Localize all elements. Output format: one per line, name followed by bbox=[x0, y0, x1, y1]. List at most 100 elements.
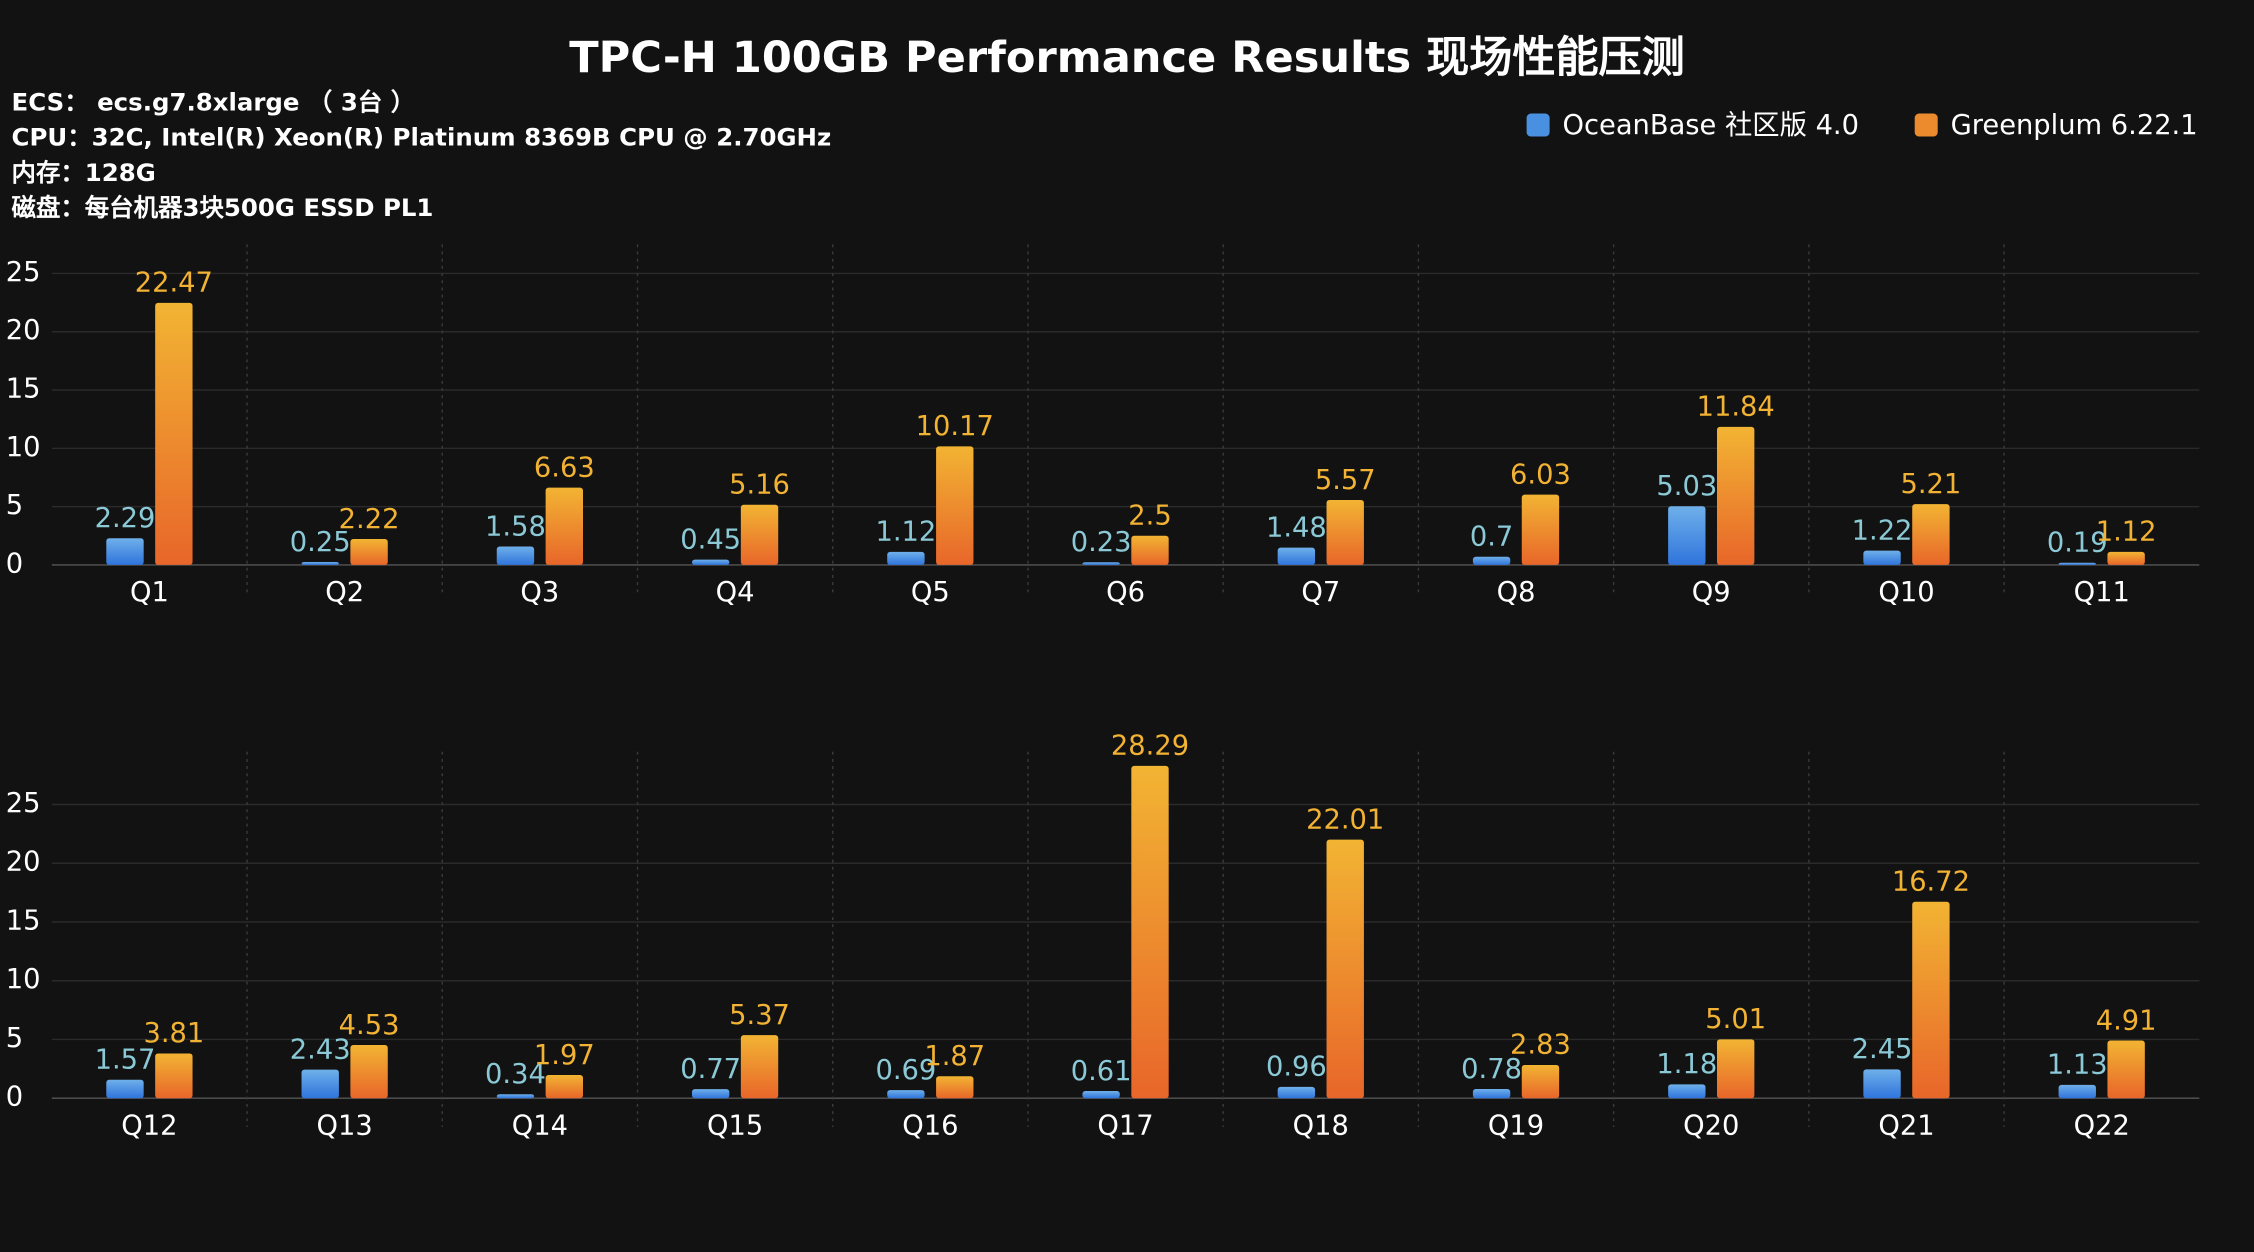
x-tick-label: Q2 bbox=[325, 577, 364, 608]
spec-note: 内存：128G bbox=[12, 158, 156, 187]
y-tick-label: 25 bbox=[6, 788, 41, 819]
value-label: 0.77 bbox=[680, 1054, 741, 1085]
x-tick-label: Q22 bbox=[2074, 1110, 2130, 1141]
bar bbox=[106, 1079, 144, 1099]
x-tick-label: Q5 bbox=[911, 577, 950, 608]
bar bbox=[155, 1053, 193, 1099]
bar bbox=[740, 1035, 779, 1099]
x-tick-label: Q21 bbox=[1878, 1110, 1934, 1141]
value-label: 2.22 bbox=[339, 504, 400, 535]
bar bbox=[2058, 1084, 2096, 1099]
y-tick-label: 20 bbox=[6, 847, 41, 878]
value-label: 5.16 bbox=[729, 470, 790, 501]
value-label: 6.63 bbox=[534, 452, 595, 483]
value-label: 1.12 bbox=[876, 517, 937, 548]
bar bbox=[1863, 550, 1901, 565]
bar bbox=[1716, 1039, 1755, 1099]
value-label: 0.23 bbox=[1071, 527, 1132, 558]
bar bbox=[1082, 1091, 1120, 1099]
bar bbox=[1131, 535, 1169, 565]
x-tick-label: Q11 bbox=[2074, 577, 2130, 608]
y-tick-label: 15 bbox=[6, 905, 41, 936]
value-label: 5.37 bbox=[729, 1000, 790, 1031]
value-label: 10.17 bbox=[916, 411, 994, 442]
bar bbox=[1131, 765, 1169, 1099]
legend-swatch bbox=[1914, 113, 1938, 137]
bar bbox=[1082, 562, 1120, 565]
x-tick-label: Q3 bbox=[520, 577, 559, 608]
bar bbox=[106, 538, 144, 565]
bar bbox=[887, 1090, 925, 1099]
value-label: 5.01 bbox=[1705, 1004, 1766, 1035]
value-label: 0.7 bbox=[1470, 522, 1513, 553]
bar bbox=[887, 551, 925, 565]
bar bbox=[301, 561, 339, 565]
bar bbox=[496, 1094, 535, 1099]
x-tick-label: Q12 bbox=[121, 1110, 177, 1141]
x-tick-label: Q15 bbox=[707, 1110, 763, 1141]
y-tick-label: 20 bbox=[6, 315, 41, 346]
bar bbox=[1472, 556, 1511, 565]
value-label: 1.13 bbox=[2047, 1050, 2108, 1081]
bar bbox=[691, 1089, 730, 1099]
value-label: 5.57 bbox=[1315, 465, 1376, 496]
x-tick-label: Q7 bbox=[1301, 577, 1340, 608]
value-label: 22.01 bbox=[1306, 804, 1384, 835]
x-tick-label: Q13 bbox=[317, 1110, 373, 1141]
bar bbox=[350, 539, 388, 565]
value-label: 1.87 bbox=[924, 1041, 985, 1072]
value-label: 0.69 bbox=[876, 1055, 937, 1086]
legend-swatch bbox=[1526, 113, 1550, 137]
bar bbox=[155, 302, 193, 565]
chart-title: TPC-H 100GB Performance Results 现场性能压测 bbox=[569, 33, 1685, 83]
value-label: 0.25 bbox=[290, 527, 351, 558]
bar bbox=[1912, 504, 1950, 565]
y-tick-label: 5 bbox=[6, 1023, 23, 1054]
bar bbox=[2107, 551, 2145, 565]
value-label: 4.91 bbox=[2096, 1005, 2157, 1036]
value-label: 2.45 bbox=[1852, 1034, 1913, 1065]
bar bbox=[545, 1075, 583, 1099]
x-tick-label: Q9 bbox=[1692, 577, 1731, 608]
value-label: 11.84 bbox=[1697, 392, 1775, 423]
bar bbox=[1472, 1089, 1511, 1099]
x-tick-label: Q14 bbox=[512, 1110, 568, 1141]
bar bbox=[2107, 1040, 2145, 1099]
value-label: 2.29 bbox=[95, 503, 156, 534]
bar bbox=[1277, 1086, 1316, 1099]
bar bbox=[691, 559, 730, 565]
value-label: 1.48 bbox=[1266, 512, 1327, 543]
x-tick-label: Q1 bbox=[130, 577, 169, 608]
bar bbox=[545, 487, 583, 565]
value-label: 0.34 bbox=[485, 1059, 546, 1090]
bar bbox=[2058, 562, 2096, 565]
bar bbox=[740, 504, 779, 565]
x-tick-label: Q6 bbox=[1106, 577, 1145, 608]
bar bbox=[301, 1069, 339, 1099]
x-tick-label: Q20 bbox=[1683, 1110, 1739, 1141]
spec-note: CPU：32C, Intel(R) Xeon(R) Platinum 8369B… bbox=[12, 123, 832, 152]
value-label: 16.72 bbox=[1892, 867, 1970, 898]
y-tick-label: 10 bbox=[6, 432, 41, 463]
bar bbox=[1912, 901, 1950, 1099]
value-label: 0.45 bbox=[680, 524, 741, 555]
spec-note: 磁盘：每台机器3块500G ESSD PL1 bbox=[12, 193, 434, 222]
y-tick-label: 25 bbox=[6, 257, 41, 288]
bar bbox=[936, 1076, 974, 1099]
spec-note: ECS： ecs.g7.8xlarge （ 3台 ） bbox=[12, 87, 416, 116]
value-label: 2.83 bbox=[1510, 1030, 1571, 1061]
bar bbox=[1277, 547, 1316, 565]
y-tick-label: 5 bbox=[6, 490, 23, 521]
bar bbox=[1521, 1064, 1560, 1099]
value-label: 5.21 bbox=[1901, 469, 1962, 500]
x-tick-label: Q16 bbox=[902, 1110, 958, 1141]
bar bbox=[936, 446, 974, 565]
value-label: 0.61 bbox=[1071, 1056, 1132, 1087]
x-tick-label: Q10 bbox=[1878, 577, 1934, 608]
x-tick-label: Q4 bbox=[716, 577, 755, 608]
bar bbox=[1863, 1069, 1901, 1099]
value-label: 1.12 bbox=[2096, 517, 2157, 548]
value-label: 3.81 bbox=[143, 1018, 204, 1049]
